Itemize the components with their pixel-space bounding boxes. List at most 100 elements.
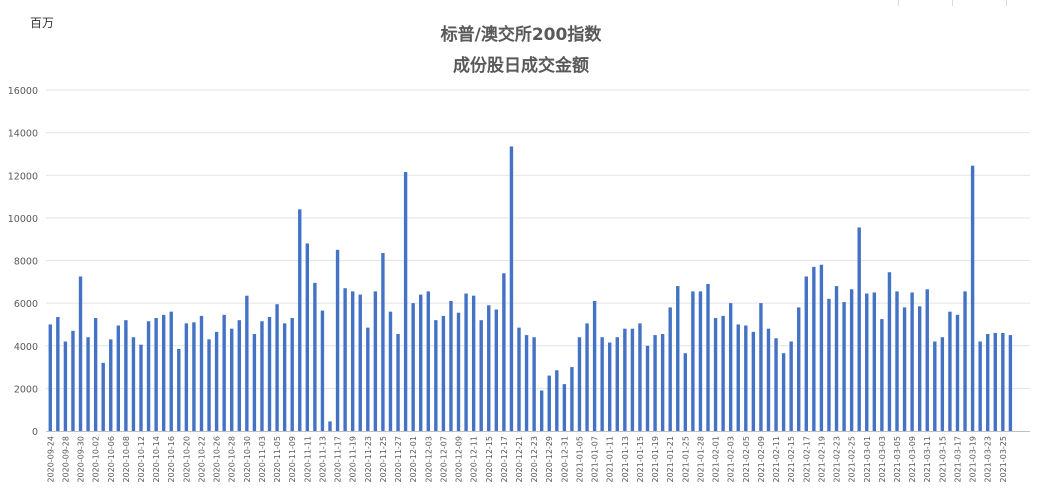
window-edge [952,0,953,6]
bar [177,348,181,431]
x-tick-label: 2020-10-06 [107,436,116,483]
bar [781,353,786,431]
bar [925,289,929,431]
bar [1001,332,1005,431]
bar [653,335,657,431]
bar [366,327,370,431]
bar [282,323,287,431]
bar [350,291,355,431]
bar [207,339,211,431]
x-tick-label: 2021-01-19 [651,436,660,483]
x-tick-label: 2021-02-11 [772,436,781,483]
bar [161,314,166,431]
x-tick-label: 2020-12-03 [424,436,433,483]
bar [592,300,597,431]
bar [335,249,340,431]
x-tick-label: 2021-03-15 [938,436,947,483]
bar [109,339,113,431]
window-edge [1006,0,1007,6]
bar [320,310,325,431]
bar [774,338,778,431]
bar [955,314,960,431]
bar [86,337,90,431]
bar [668,307,672,431]
x-tick-label: 2021-03-09 [908,436,917,483]
window-edge [898,0,899,6]
x-tick-label: 2021-02-01 [712,436,721,483]
bar [547,375,551,431]
bar [502,273,506,431]
x-tick-label: 2021-02-25 [848,436,857,483]
x-tick-label: 2020-11-03 [258,436,267,483]
x-tick-label: 2021-01-13 [621,436,630,483]
x-tick-label: 2020-11-11 [303,436,312,483]
bar [660,334,665,431]
bar [487,305,491,431]
bar [192,322,196,431]
x-tick-label: 2020-12-01 [409,436,418,483]
x-tick-label: 2020-12-29 [545,436,554,483]
bar [426,291,430,431]
x-tick-label: 2020-09-30 [77,436,86,483]
bar [555,370,559,431]
y-tick-label: 4000 [14,342,38,353]
bar [245,295,249,431]
y-tick-label: 2000 [14,384,38,395]
x-tick-label: 2021-03-23 [984,436,993,483]
bar [48,324,52,431]
x-tick-label: 2020-10-08 [122,436,131,483]
x-tick-label: 2020-12-09 [455,436,464,483]
x-tick-label: 2020-11-25 [379,436,388,483]
x-tick-label: 2021-03-11 [923,436,932,483]
x-tick-label: 2020-12-21 [515,436,524,483]
bar [169,311,173,431]
bar [434,320,438,431]
bar [411,303,415,432]
bar [214,331,219,431]
y-tick-label: 12000 [8,171,38,182]
bar [517,327,521,431]
x-tick-label: 2021-02-19 [817,436,826,483]
bar [638,323,642,431]
x-tick-label: 2020-10-14 [152,436,161,483]
bar [222,314,226,431]
bar [706,283,710,431]
bar [313,282,317,431]
bar [872,292,877,431]
x-tick-label: 2021-02-17 [802,436,811,483]
bar [63,341,68,431]
y-tick-label: 10000 [8,214,38,225]
bar [358,294,362,431]
bar [978,341,982,431]
x-tick-label: 2020-12-15 [485,436,494,483]
x-tick-label: 2021-01-28 [696,436,705,483]
bar [940,337,945,431]
x-axis-ticks: 2020-09-24 2020-09-28 2020-09-30 2020-10-02… [46,436,1008,483]
bar [139,344,143,431]
bar [419,294,423,431]
bar [116,325,121,431]
bar [986,334,990,431]
bar [184,323,189,431]
bar [895,291,899,431]
x-tick-label: 2020-10-22 [197,436,206,483]
bars [48,146,1013,432]
x-tick-label: 2020-12-23 [530,436,539,483]
bar [532,337,536,431]
bar [267,316,272,431]
bar [290,318,294,431]
x-tick-label: 2020-11-23 [364,436,373,483]
bar [298,209,302,431]
x-tick-label: 2021-02-15 [787,436,796,483]
bar [683,353,688,431]
bar [396,334,400,431]
bar [691,291,695,431]
bar [305,243,310,431]
chart-title: 标普/澳交所200指数 [440,25,602,45]
x-tick-label: 2020-12-11 [470,436,479,483]
x-tick-label: 2021-03-01 [863,436,872,483]
bar [373,291,378,431]
x-tick-label: 2021-01-15 [636,436,645,483]
x-tick-label: 2020-11-19 [349,436,358,483]
